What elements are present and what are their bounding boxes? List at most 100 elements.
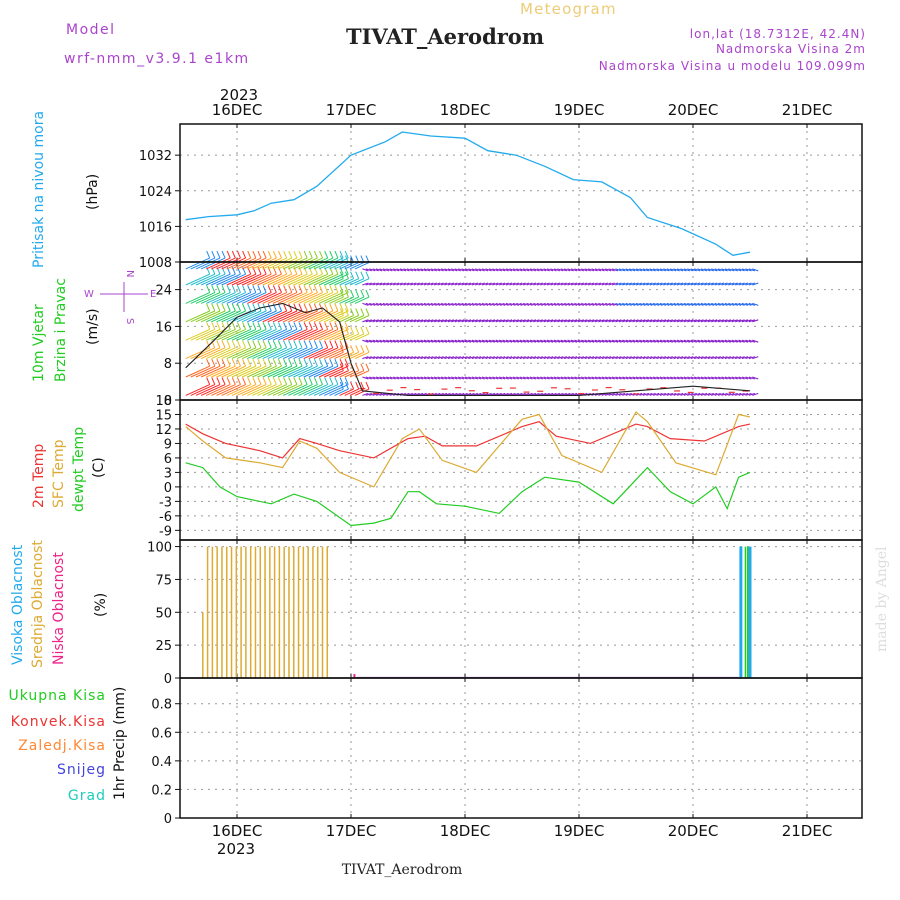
wind-barb: [529, 376, 537, 380]
day-label-bottom: 18DEC: [440, 822, 491, 840]
wind-barb: [522, 302, 530, 306]
wind-barb: [334, 296, 349, 304]
wind-barb: [670, 339, 677, 343]
wind-barb: [505, 339, 513, 343]
wind-barb: [461, 319, 468, 323]
wind-barb-flag: [324, 303, 329, 312]
wind-barb: [516, 339, 523, 343]
wind-barb: [748, 392, 756, 396]
wind-barb: [440, 376, 448, 380]
wind-barb: [618, 302, 626, 306]
wind-barb: [308, 328, 334, 341]
wind-barb-flag: [298, 250, 303, 259]
wind-barb: [594, 319, 602, 323]
wind-barb-flag: [242, 250, 247, 259]
wind-barb: [574, 376, 581, 380]
wind-barb-flag: [267, 340, 272, 348]
wind-barb: [625, 376, 632, 380]
wind-barb: [738, 282, 745, 286]
wind-barb: [468, 268, 475, 272]
wind-barb: [334, 351, 349, 360]
wind-barb: [652, 392, 660, 396]
wind-barb: [293, 292, 318, 304]
wind-barb-flag: [319, 322, 324, 330]
wind-barb: [659, 302, 667, 306]
wind-barb-flag: [350, 308, 355, 316]
wind-barb: [339, 351, 354, 360]
wind-barb: [420, 282, 427, 286]
wind-barb: [308, 365, 334, 378]
wind-barb: [608, 392, 615, 396]
wind-barb: [403, 339, 410, 343]
wind-barb-flag: [360, 381, 365, 390]
wind-barbs: [185, 250, 759, 396]
wind-barb: [492, 282, 499, 286]
wind-barb: [594, 302, 602, 306]
wind-barb: [598, 339, 605, 343]
wind-barb: [362, 268, 369, 272]
wind-barb: [628, 268, 636, 272]
wind-barb: [635, 356, 643, 360]
wind-barb: [683, 268, 691, 272]
wind-barb: [728, 392, 735, 396]
wind-barb: [468, 282, 475, 286]
wind-barb: [502, 339, 509, 343]
wind-barb: [663, 282, 670, 286]
wind-barb: [206, 310, 231, 323]
wind-barb: [399, 339, 407, 343]
bottom-day-labels: 16DEC 17DEC 18DEC 19DEC 20DEC 21DEC: [212, 822, 833, 840]
wind-barb: [393, 356, 400, 360]
wind-barb: [526, 282, 533, 286]
wind-barb: [611, 268, 619, 272]
wind-barb: [464, 319, 472, 323]
wind-barb-flag: [365, 381, 370, 390]
wind-barb: [282, 310, 308, 323]
cloud-panel: 0 25 50 75 100: [147, 540, 862, 687]
wind-barb: [495, 356, 502, 360]
temp-ylabel-1: 2m Temp: [31, 444, 47, 508]
wind-barb: [632, 339, 639, 343]
wind-barb: [475, 302, 482, 306]
wind-barb-flag: [298, 340, 303, 348]
wind-barb: [584, 268, 591, 272]
wind-barb: [349, 296, 365, 304]
wind-barb: [308, 273, 334, 286]
wind-barb: [231, 384, 257, 396]
wind-barb: [622, 356, 629, 360]
wind-barb: [540, 376, 547, 380]
wind-barb: [252, 292, 277, 304]
wind-barb-flag: [324, 340, 329, 348]
wind-barb: [741, 302, 749, 306]
wind-barb: [673, 356, 680, 360]
wind-barb: [488, 319, 496, 323]
wind-barb: [386, 302, 393, 306]
wind-barb-flag: [237, 340, 241, 348]
wind-barb-flag: [278, 322, 282, 330]
wind-barb-flag: [365, 289, 370, 298]
wind-barb: [423, 339, 431, 343]
wind-barb: [622, 376, 629, 380]
wind-barb: [697, 339, 704, 343]
wind-barb: [379, 339, 386, 343]
wind-barb-flag: [267, 359, 272, 367]
wind-barb-flag: [221, 359, 226, 367]
wind-barb: [262, 347, 287, 360]
cloud-frame: [179, 539, 863, 679]
wind-barb: [288, 292, 313, 304]
wind-barb-flag: [257, 377, 262, 385]
wind-barb: [211, 384, 236, 396]
wind-barb: [440, 302, 448, 306]
wind-barb: [635, 302, 643, 306]
wind-barb: [499, 376, 506, 380]
wind-barb: [598, 356, 605, 360]
wind-barb: [396, 376, 403, 380]
wind-barb-flag: [360, 363, 365, 371]
wind-barb: [303, 328, 328, 341]
wind-barb-flag: [339, 271, 344, 279]
wind-barb-flag: [350, 345, 355, 353]
wind-barb: [185, 292, 210, 304]
wind-barb-flag: [283, 322, 288, 330]
wind-barb: [252, 347, 277, 360]
wind-barb: [533, 302, 540, 306]
wind-barb: [646, 356, 653, 360]
